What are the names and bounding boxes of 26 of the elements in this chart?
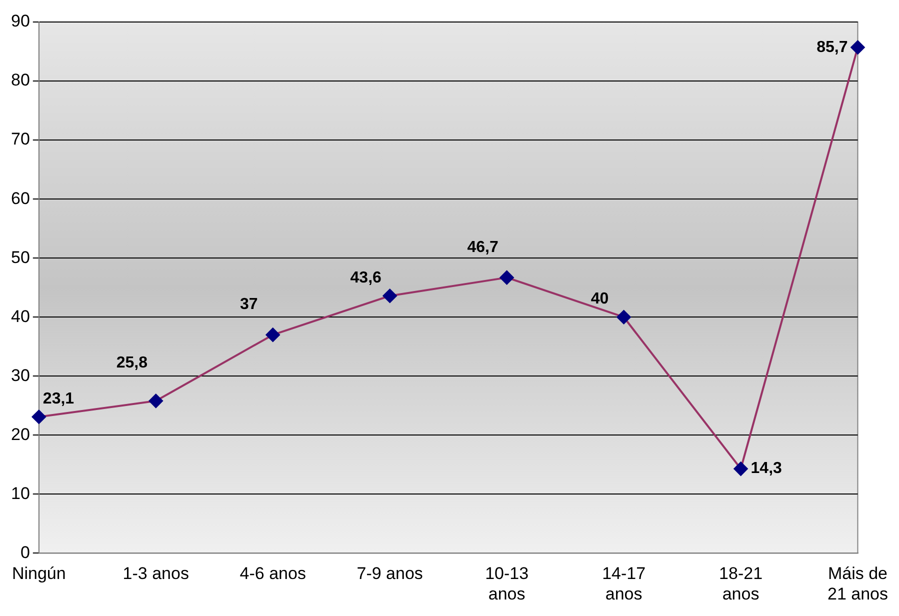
- data-label: 14,3: [750, 460, 782, 478]
- x-tick-label: 7-9 anos: [356, 564, 423, 584]
- x-tick-label: 10-13 anos: [485, 564, 529, 604]
- y-tick-label: 70: [10, 130, 30, 149]
- x-tick-label: Ningún: [12, 564, 66, 584]
- y-tick-label: 30: [10, 366, 30, 385]
- data-label: 46,7: [467, 238, 498, 256]
- y-tick-label: 80: [10, 70, 30, 90]
- x-tick-label: 18-21 anos: [719, 564, 763, 604]
- data-label: 25,8: [116, 354, 148, 372]
- y-tick-label: 20: [10, 424, 30, 444]
- data-label: 43,6: [350, 269, 382, 286]
- data-label: 85,7: [816, 38, 848, 56]
- y-tick-label: 50: [10, 248, 30, 267]
- y-tick-label: 0: [20, 542, 30, 562]
- data-label: 37: [240, 296, 258, 314]
- x-tick-label: Máis de 21 anos: [828, 564, 888, 604]
- x-tick-label: 14-17 anos: [602, 564, 646, 604]
- x-tick-label: 4-6 anos: [240, 564, 306, 584]
- y-tick-label: 10: [10, 484, 30, 503]
- data-label: 23,1: [42, 390, 74, 408]
- data-label: 40: [590, 290, 609, 308]
- y-tick-label: 60: [10, 188, 30, 208]
- x-tick-label: 1-3 anos: [122, 564, 189, 584]
- y-tick-label: 40: [10, 306, 30, 326]
- y-tick-label: 90: [10, 12, 30, 31]
